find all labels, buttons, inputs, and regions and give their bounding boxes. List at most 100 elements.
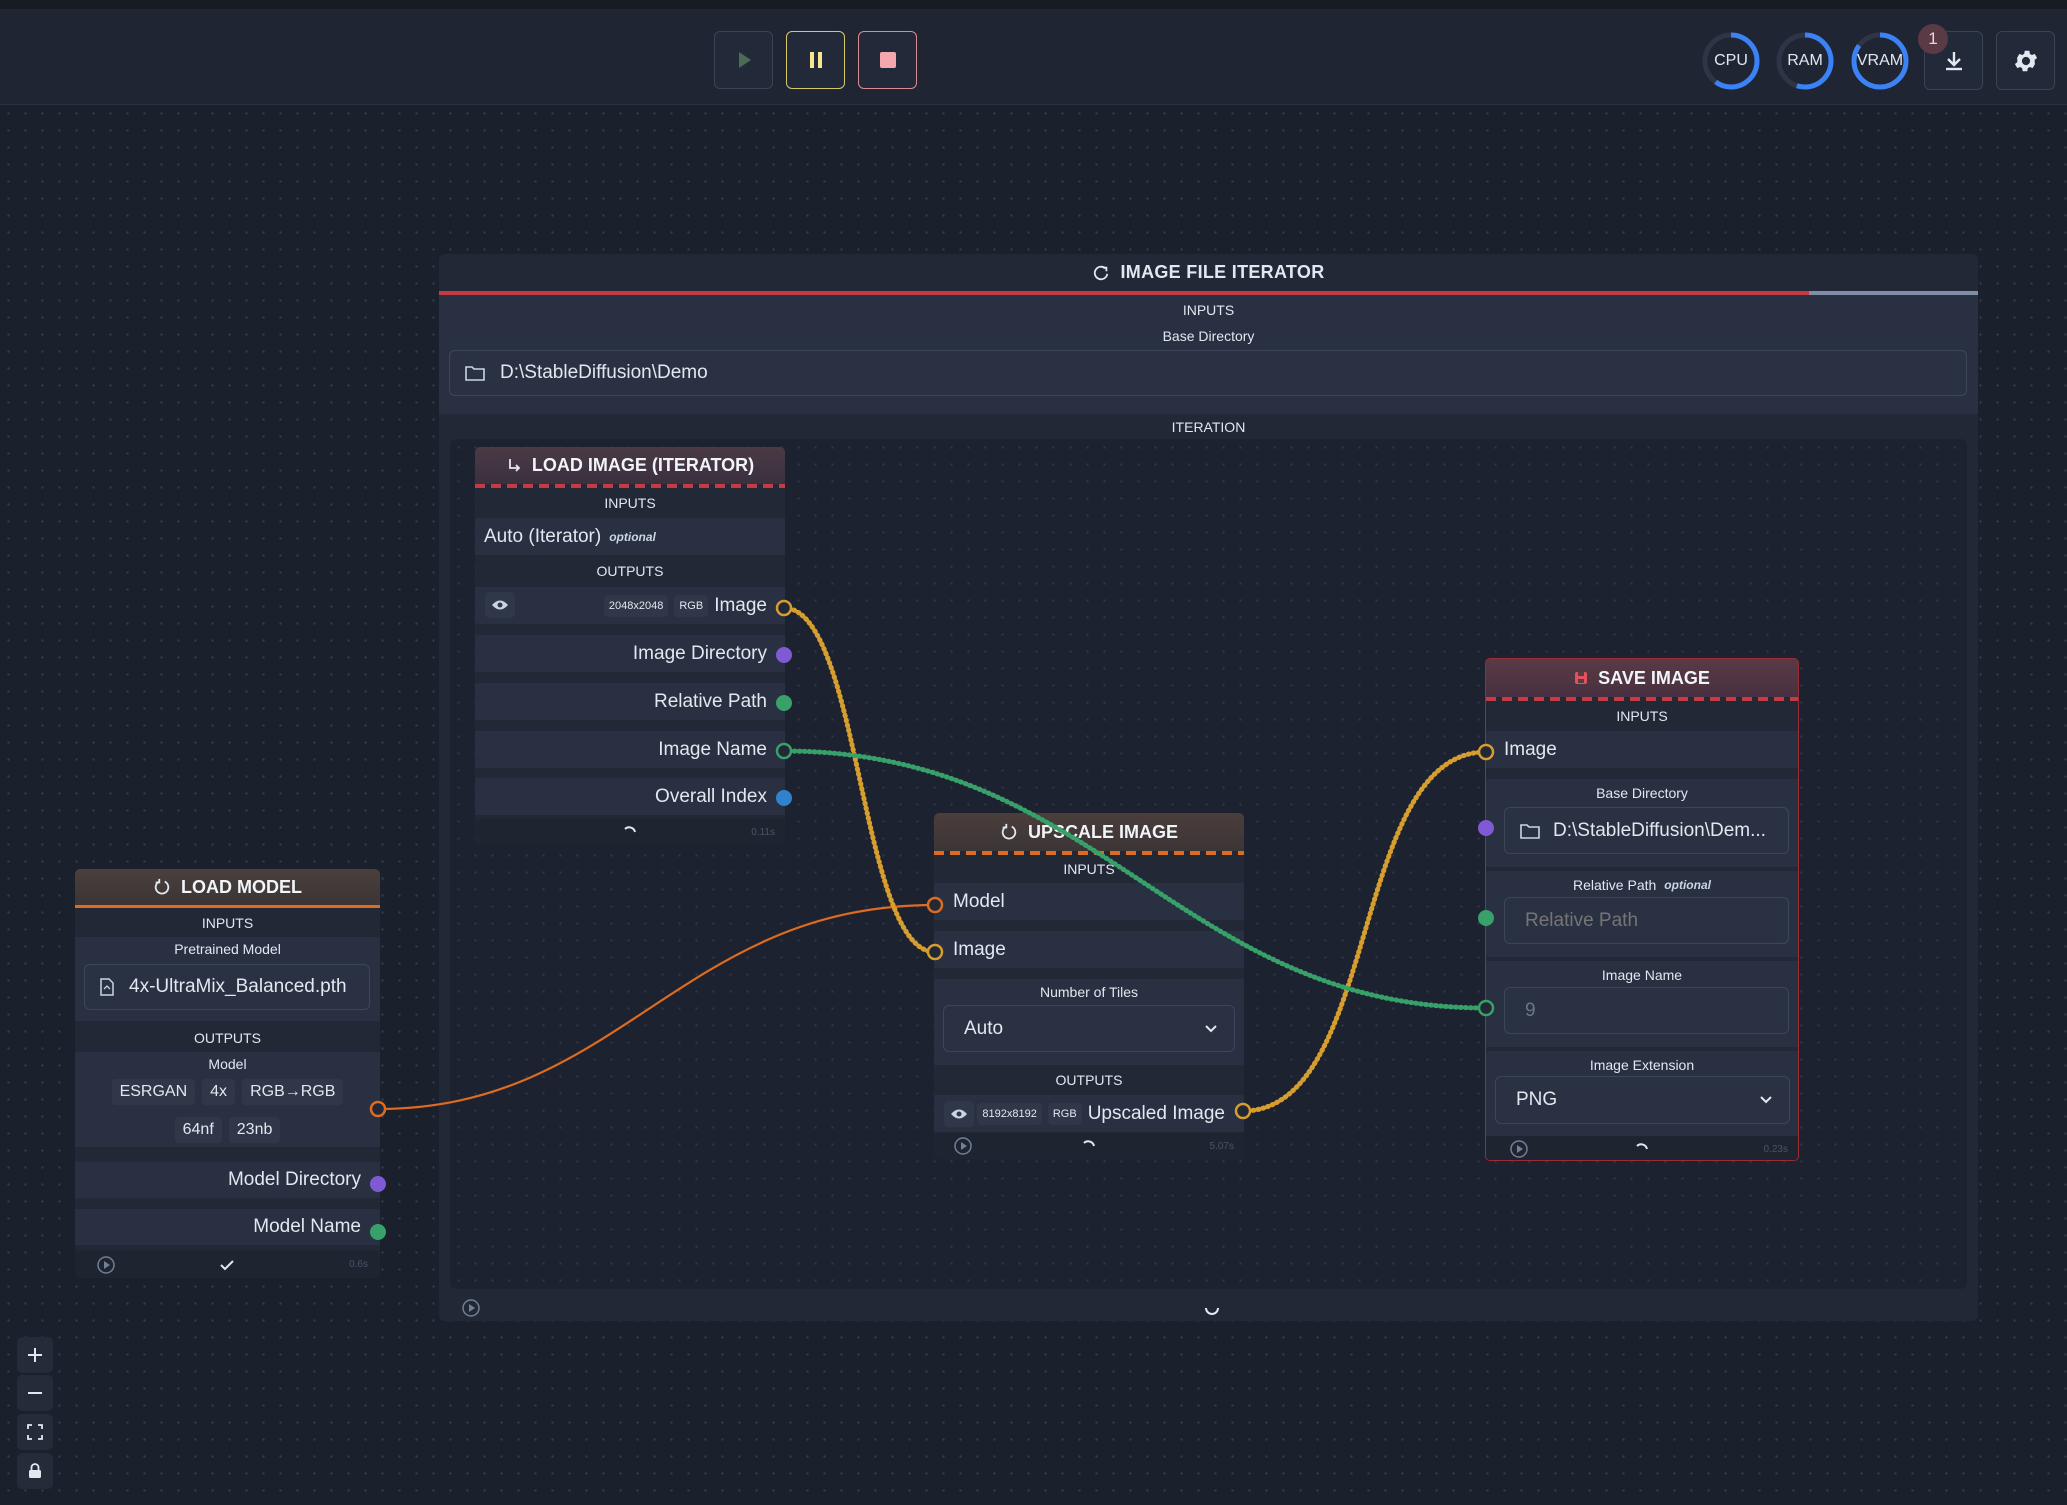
fit-view-button[interactable] xyxy=(17,1414,53,1450)
minus-icon xyxy=(28,1392,42,1394)
tag-color: RGB→RGB xyxy=(242,1079,344,1105)
tiles-select[interactable]: Auto xyxy=(943,1005,1235,1052)
save-image-name-value: 9 xyxy=(1525,999,1536,1021)
vram-gauge: VRAM xyxy=(1850,31,1910,91)
output-upscaled-label: Upscaled Image xyxy=(1087,1102,1225,1124)
tag-nb: 23nb xyxy=(228,1117,281,1143)
zoom-out-button[interactable] xyxy=(17,1375,53,1411)
output-image-directory-row: Image Directory xyxy=(475,635,785,672)
pretrained-model-value: 4x-UltraMix_Balanced.pth xyxy=(129,976,347,997)
lock-button[interactable] xyxy=(17,1453,53,1489)
run-node-icon[interactable] xyxy=(1510,1140,1528,1158)
gear-icon xyxy=(2014,50,2037,71)
save-image-node[interactable]: SAVE IMAGE INPUTS Image Base Directory D… xyxy=(1485,658,1799,1161)
arrow-turn-icon xyxy=(508,458,521,472)
zoom-in-button[interactable] xyxy=(17,1337,53,1373)
stop-button[interactable] xyxy=(858,31,917,89)
output-image-directory-label: Image Directory xyxy=(632,642,767,664)
output-image-row: 2048x2048 RGB Image xyxy=(475,587,785,624)
output-upscaled-row: 8192x8192 RGB Upscaled Image xyxy=(934,1095,1244,1132)
save-base-dir-input[interactable]: D:\StableDiffusion\Dem... xyxy=(1504,807,1789,854)
input-model-label: Model xyxy=(953,890,1005,912)
load-model-title: LOAD MODEL xyxy=(181,876,302,897)
pause-button[interactable] xyxy=(786,31,845,89)
save-base-dir-value: D:\StableDiffusion\Dem... xyxy=(1553,819,1766,841)
load-image-header: LOAD IMAGE (ITERATOR) xyxy=(475,447,785,484)
settings-button[interactable] xyxy=(1996,31,2055,90)
run-node-icon[interactable] xyxy=(462,1298,480,1317)
load-image-inputs-label: INPUTS xyxy=(604,495,656,511)
pretrained-model-input[interactable]: 4x-UltraMix_Balanced.pth xyxy=(84,964,370,1010)
tiles-label: Number of Tiles xyxy=(934,979,1244,1005)
save-header: SAVE IMAGE xyxy=(1486,659,1798,697)
load-model-header: LOAD MODEL xyxy=(75,869,380,905)
iterator-base-dir-value: D:\StableDiffusion\Demo xyxy=(500,362,708,383)
output-model-name-row: Model Name xyxy=(75,1209,380,1245)
spinner-icon xyxy=(1083,1140,1095,1147)
save-rel-path-input[interactable] xyxy=(1504,897,1789,944)
reload-icon xyxy=(154,878,170,895)
upscale-time: 5.07s xyxy=(1209,1140,1234,1152)
save-ext-select[interactable]: PNG xyxy=(1495,1076,1790,1124)
load-model-node[interactable]: LOAD MODEL INPUTS Pretrained Model 4x-Ul… xyxy=(75,869,380,1278)
load-image-node[interactable]: LOAD IMAGE (ITERATOR) INPUTS Auto (Itera… xyxy=(475,447,785,845)
image-channel: RGB xyxy=(674,594,709,617)
folder-icon xyxy=(1520,823,1540,839)
vram-label: VRAM xyxy=(1856,52,1904,69)
lock-icon xyxy=(29,1463,41,1478)
preview-button[interactable] xyxy=(485,592,515,618)
output-overall-index-row: Overall Index xyxy=(475,778,785,815)
output-model-directory-label: Model Directory xyxy=(227,1169,361,1190)
iterator-base-dir-label: Base Directory xyxy=(439,324,1978,348)
run-button[interactable] xyxy=(714,31,773,89)
image-dims: 2048x2048 xyxy=(603,594,669,617)
output-image-name-row: Image Name xyxy=(475,731,785,768)
play-icon xyxy=(738,52,751,68)
input-image-row: Image xyxy=(934,931,1244,968)
load-model-accent xyxy=(75,905,380,908)
save-rel-path-label-row: Relative Path optional xyxy=(1486,871,1798,899)
output-image-name-label: Image Name xyxy=(658,738,767,760)
iterator-base-dir-input[interactable]: D:\StableDiffusion\Demo xyxy=(449,350,1967,396)
load-model-outputs-label: OUTPUTS xyxy=(194,1030,261,1046)
load-model-inputs-label: INPUTS xyxy=(201,914,254,931)
run-node-icon[interactable] xyxy=(97,1255,115,1274)
output-model-name-label: Model Name xyxy=(253,1216,361,1237)
save-title: SAVE IMAGE xyxy=(1598,667,1710,688)
upscale-outputs-label: OUTPUTS xyxy=(1055,1072,1123,1088)
model-output-label: Model xyxy=(75,1052,380,1075)
cpu-gauge: CPU xyxy=(1701,31,1761,91)
chevron-down-icon xyxy=(1205,1024,1217,1032)
load-model-footer: 0.6s xyxy=(75,1251,380,1278)
save-image-name-input[interactable]: 9 xyxy=(1504,987,1789,1034)
output-model-directory-row: Model Directory xyxy=(75,1162,380,1198)
eye-icon xyxy=(492,600,508,610)
iterator-header: IMAGE FILE ITERATOR xyxy=(439,254,1978,291)
upscaled-channel: RGB xyxy=(1047,1102,1082,1125)
pretrained-model-label: Pretrained Model xyxy=(75,937,380,961)
update-badge: 1 xyxy=(1918,24,1948,54)
pause-icon xyxy=(809,52,822,68)
upscale-footer: 5.07s xyxy=(934,1133,1244,1159)
auto-iterator-input: Auto (Iterator) optional xyxy=(475,518,785,555)
iterator-inputs-label: INPUTS xyxy=(439,295,1978,324)
file-icon xyxy=(100,978,114,996)
download-button[interactable] xyxy=(1924,31,1983,90)
tag-arch: ESRGAN xyxy=(111,1079,196,1105)
iterator-footer xyxy=(450,1294,1967,1321)
output-relative-path-label: Relative Path xyxy=(653,690,767,712)
reload-icon xyxy=(1001,823,1017,840)
input-model-row: Model xyxy=(934,883,1244,920)
output-overall-index-label: Overall Index xyxy=(655,785,767,807)
plus-icon xyxy=(28,1348,42,1362)
save-time: 0.23s xyxy=(1763,1143,1788,1155)
refresh-icon xyxy=(1094,265,1109,280)
upscale-image-node[interactable]: UPSCALE IMAGE INPUTS Model Image Number … xyxy=(934,813,1244,1159)
save-rel-path-label: Relative Path xyxy=(1573,877,1657,893)
run-node-icon[interactable] xyxy=(954,1137,972,1155)
input-image-label: Image xyxy=(953,938,1006,960)
output-image-label: Image xyxy=(714,594,767,616)
iterator-title: IMAGE FILE ITERATOR xyxy=(1120,262,1325,282)
preview-button[interactable] xyxy=(944,1101,974,1127)
check-icon xyxy=(220,1259,234,1270)
